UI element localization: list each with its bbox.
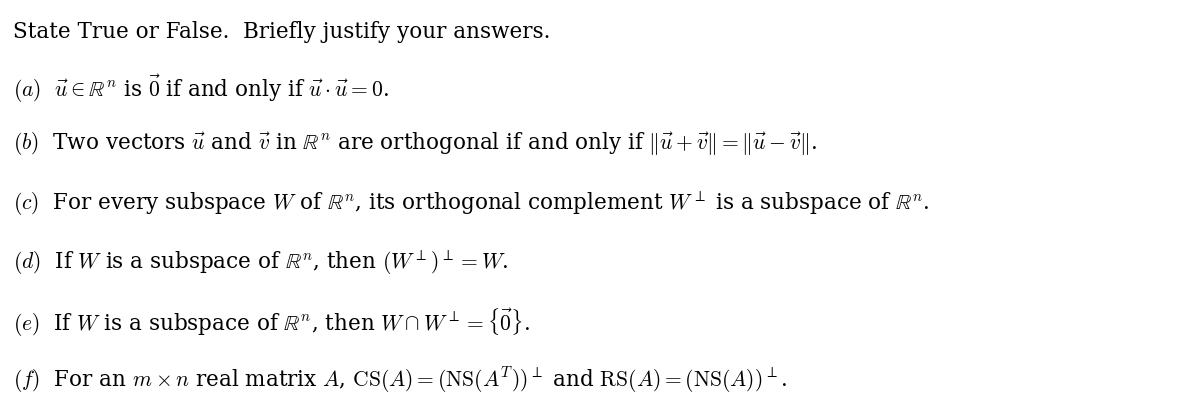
Text: $(f)$  For an $m \times n$ real matrix $A$, $\mathrm{CS}(A) = (\mathrm{NS}(A^T)): $(f)$ For an $m \times n$ real matrix $A… — [13, 365, 787, 395]
Text: $(b)$  Two vectors $\vec{u}$ and $\vec{v}$ in $\mathbb{R}^n$ are orthogonal if a: $(b)$ Two vectors $\vec{u}$ and $\vec{v}… — [13, 131, 817, 158]
Text: $(a)$  $\vec{u} \in \mathbb{R}^n$ is $\vec{0}$ if and only if $\vec{u} \cdot \ve: $(a)$ $\vec{u} \in \mathbb{R}^n$ is $\ve… — [13, 73, 389, 105]
Text: $(e)$  If $W$ is a subspace of $\mathbb{R}^n$, then $W \cap W^\perp = \{\vec{0}\: $(e)$ If $W$ is a subspace of $\mathbb{R… — [13, 307, 530, 339]
Text: State True or False.  Briefly justify your answers.: State True or False. Briefly justify you… — [13, 21, 551, 43]
Text: $(d)$  If $W$ is a subspace of $\mathbb{R}^n$, then $(W^\perp)^\perp = W$.: $(d)$ If $W$ is a subspace of $\mathbb{R… — [13, 248, 509, 277]
Text: $(c)$  For every subspace $W$ of $\mathbb{R}^n$, its orthogonal complement $W^\p: $(c)$ For every subspace $W$ of $\mathbb… — [13, 189, 930, 218]
